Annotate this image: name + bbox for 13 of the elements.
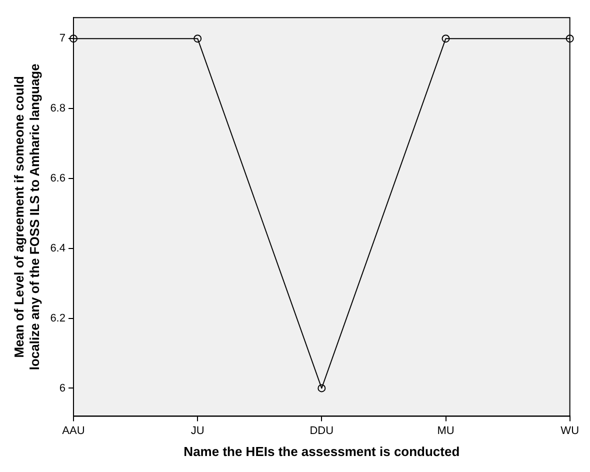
x-axis-title: Name the HEIs the assessment is conducted — [184, 444, 460, 459]
x-tick-label: WU — [560, 424, 580, 437]
y-tick-label: 6.6 — [50, 172, 66, 184]
x-tick-label: AAU — [62, 424, 85, 437]
x-tick-label: JU — [190, 424, 204, 437]
x-tick-label: DDU — [310, 424, 334, 437]
x-tick-label: MU — [437, 424, 454, 437]
y-tick-label: 6 — [59, 382, 66, 394]
y-tick-label: 6.2 — [50, 312, 66, 324]
y-axis-title: Mean of Level of agreement if someone could localize any of the FOSS ILS to Amharic language — [11, 64, 42, 370]
y-tick-label: 6.4 — [50, 242, 66, 254]
y-tick-label: 7 — [59, 32, 66, 45]
y-tick-label: 6.8 — [50, 102, 66, 115]
